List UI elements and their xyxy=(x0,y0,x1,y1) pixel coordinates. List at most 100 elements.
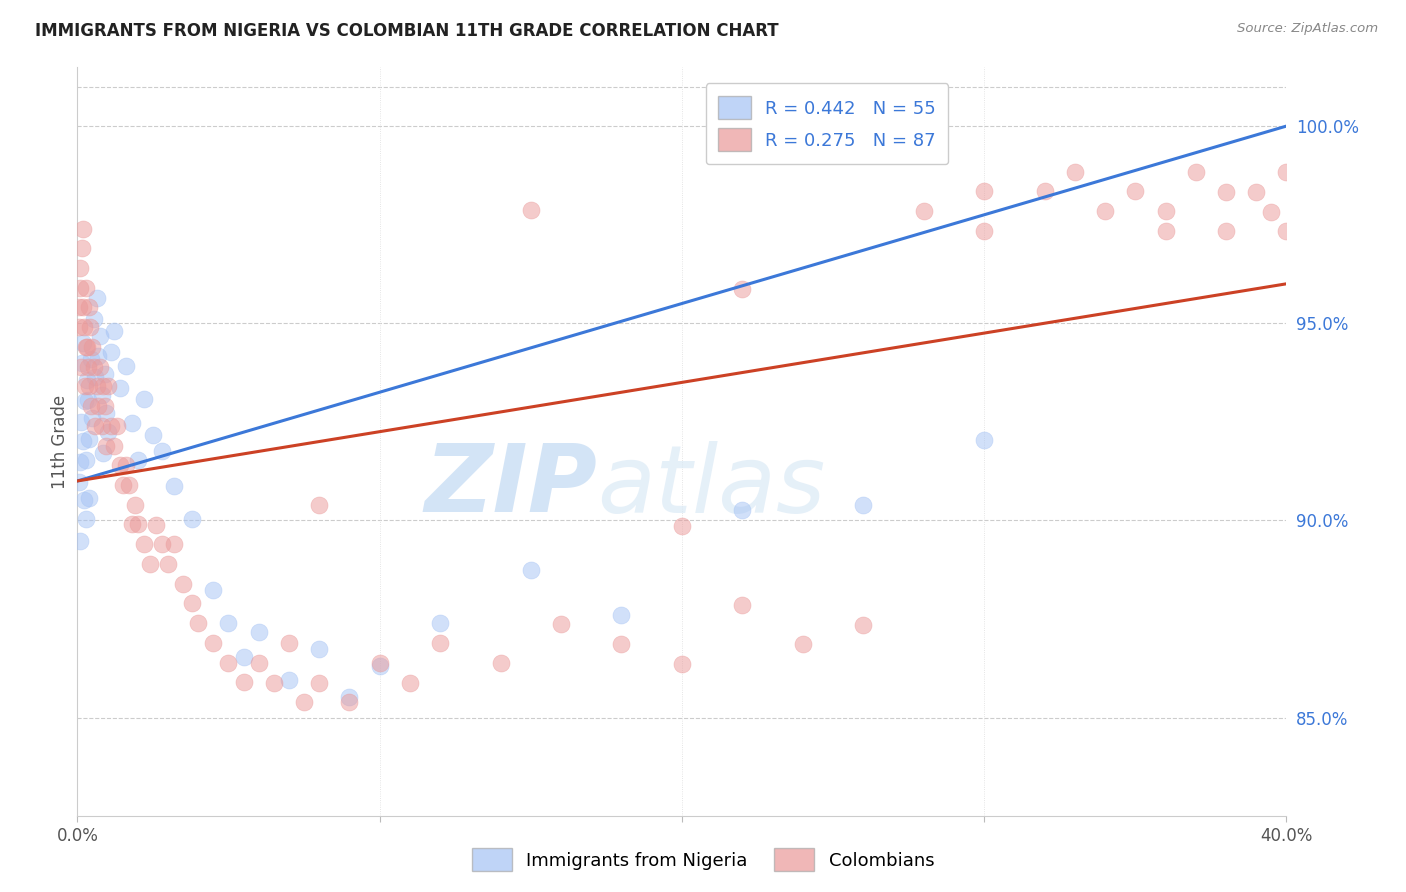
Point xyxy=(1275,165,1298,179)
Point xyxy=(1033,184,1056,198)
Text: IMMIGRANTS FROM NIGERIA VS COLOMBIAN 11TH GRADE CORRELATION CHART: IMMIGRANTS FROM NIGERIA VS COLOMBIAN 11T… xyxy=(35,22,779,40)
Point xyxy=(202,636,225,650)
Point xyxy=(67,320,90,334)
Point xyxy=(69,455,91,469)
Point xyxy=(1215,185,1237,199)
Point xyxy=(84,370,107,384)
Point xyxy=(79,491,101,505)
Text: atlas: atlas xyxy=(598,441,825,532)
Point xyxy=(89,359,111,374)
Point xyxy=(73,320,96,334)
Point xyxy=(247,624,270,639)
Point xyxy=(218,656,240,670)
Point xyxy=(1275,224,1298,238)
Text: ZIP: ZIP xyxy=(425,441,598,533)
Point xyxy=(77,359,100,374)
Point xyxy=(181,511,204,525)
Point xyxy=(75,340,97,354)
Point xyxy=(263,675,285,690)
Point xyxy=(77,432,100,446)
Point xyxy=(429,636,451,650)
Point xyxy=(132,392,155,406)
Point xyxy=(1185,165,1208,179)
Point xyxy=(520,202,543,217)
Point xyxy=(202,582,225,597)
Point xyxy=(731,598,754,612)
Point xyxy=(339,690,360,704)
Point xyxy=(114,359,136,373)
Y-axis label: 11th Grade: 11th Grade xyxy=(51,394,69,489)
Point xyxy=(75,512,97,526)
Point xyxy=(114,458,136,473)
Point xyxy=(308,641,330,656)
Point xyxy=(973,224,995,238)
Point xyxy=(72,335,94,350)
Point xyxy=(973,433,995,447)
Point xyxy=(489,657,512,671)
Point xyxy=(181,597,204,611)
Point xyxy=(1154,204,1177,219)
Point xyxy=(70,415,93,429)
Legend: R = 0.442   N = 55, R = 0.275   N = 87: R = 0.442 N = 55, R = 0.275 N = 87 xyxy=(706,84,949,164)
Point xyxy=(73,492,96,507)
Point xyxy=(157,557,180,571)
Point xyxy=(76,340,98,354)
Point xyxy=(96,379,118,393)
Point xyxy=(1154,224,1177,238)
Point xyxy=(70,241,93,255)
Point xyxy=(671,518,693,533)
Point xyxy=(89,329,111,343)
Point xyxy=(80,352,103,367)
Point xyxy=(973,184,995,198)
Point xyxy=(731,282,754,296)
Point xyxy=(79,379,101,393)
Point xyxy=(127,453,149,467)
Point xyxy=(912,203,935,218)
Point xyxy=(91,379,114,393)
Point xyxy=(142,427,165,442)
Point xyxy=(72,221,94,235)
Point xyxy=(145,517,167,532)
Point xyxy=(93,367,115,381)
Point xyxy=(150,444,173,458)
Point xyxy=(247,656,270,670)
Point xyxy=(73,394,96,409)
Point xyxy=(94,438,117,452)
Point xyxy=(72,301,94,315)
Point xyxy=(77,301,100,315)
Legend: Immigrants from Nigeria, Colombians: Immigrants from Nigeria, Colombians xyxy=(464,841,942,879)
Point xyxy=(731,503,754,517)
Point xyxy=(67,301,90,315)
Point xyxy=(292,695,315,709)
Point xyxy=(278,636,301,650)
Point xyxy=(108,381,131,395)
Point xyxy=(792,637,814,651)
Point xyxy=(163,537,186,551)
Point xyxy=(610,637,633,651)
Point xyxy=(105,418,128,433)
Point xyxy=(121,517,143,532)
Point xyxy=(94,406,117,420)
Point xyxy=(90,388,112,402)
Point xyxy=(69,260,91,275)
Point xyxy=(75,452,97,467)
Point xyxy=(73,379,96,393)
Point xyxy=(84,418,107,433)
Point xyxy=(368,656,391,670)
Point xyxy=(550,617,572,632)
Point xyxy=(121,416,143,430)
Point xyxy=(1215,224,1237,238)
Point xyxy=(77,392,100,407)
Point xyxy=(232,675,254,690)
Point xyxy=(520,563,543,577)
Point xyxy=(72,434,94,448)
Point xyxy=(80,399,103,413)
Point xyxy=(150,537,173,551)
Point xyxy=(83,311,105,326)
Point xyxy=(67,475,90,489)
Point xyxy=(96,425,118,439)
Point xyxy=(100,345,122,359)
Point xyxy=(368,658,391,673)
Point xyxy=(308,498,330,512)
Point xyxy=(610,607,633,622)
